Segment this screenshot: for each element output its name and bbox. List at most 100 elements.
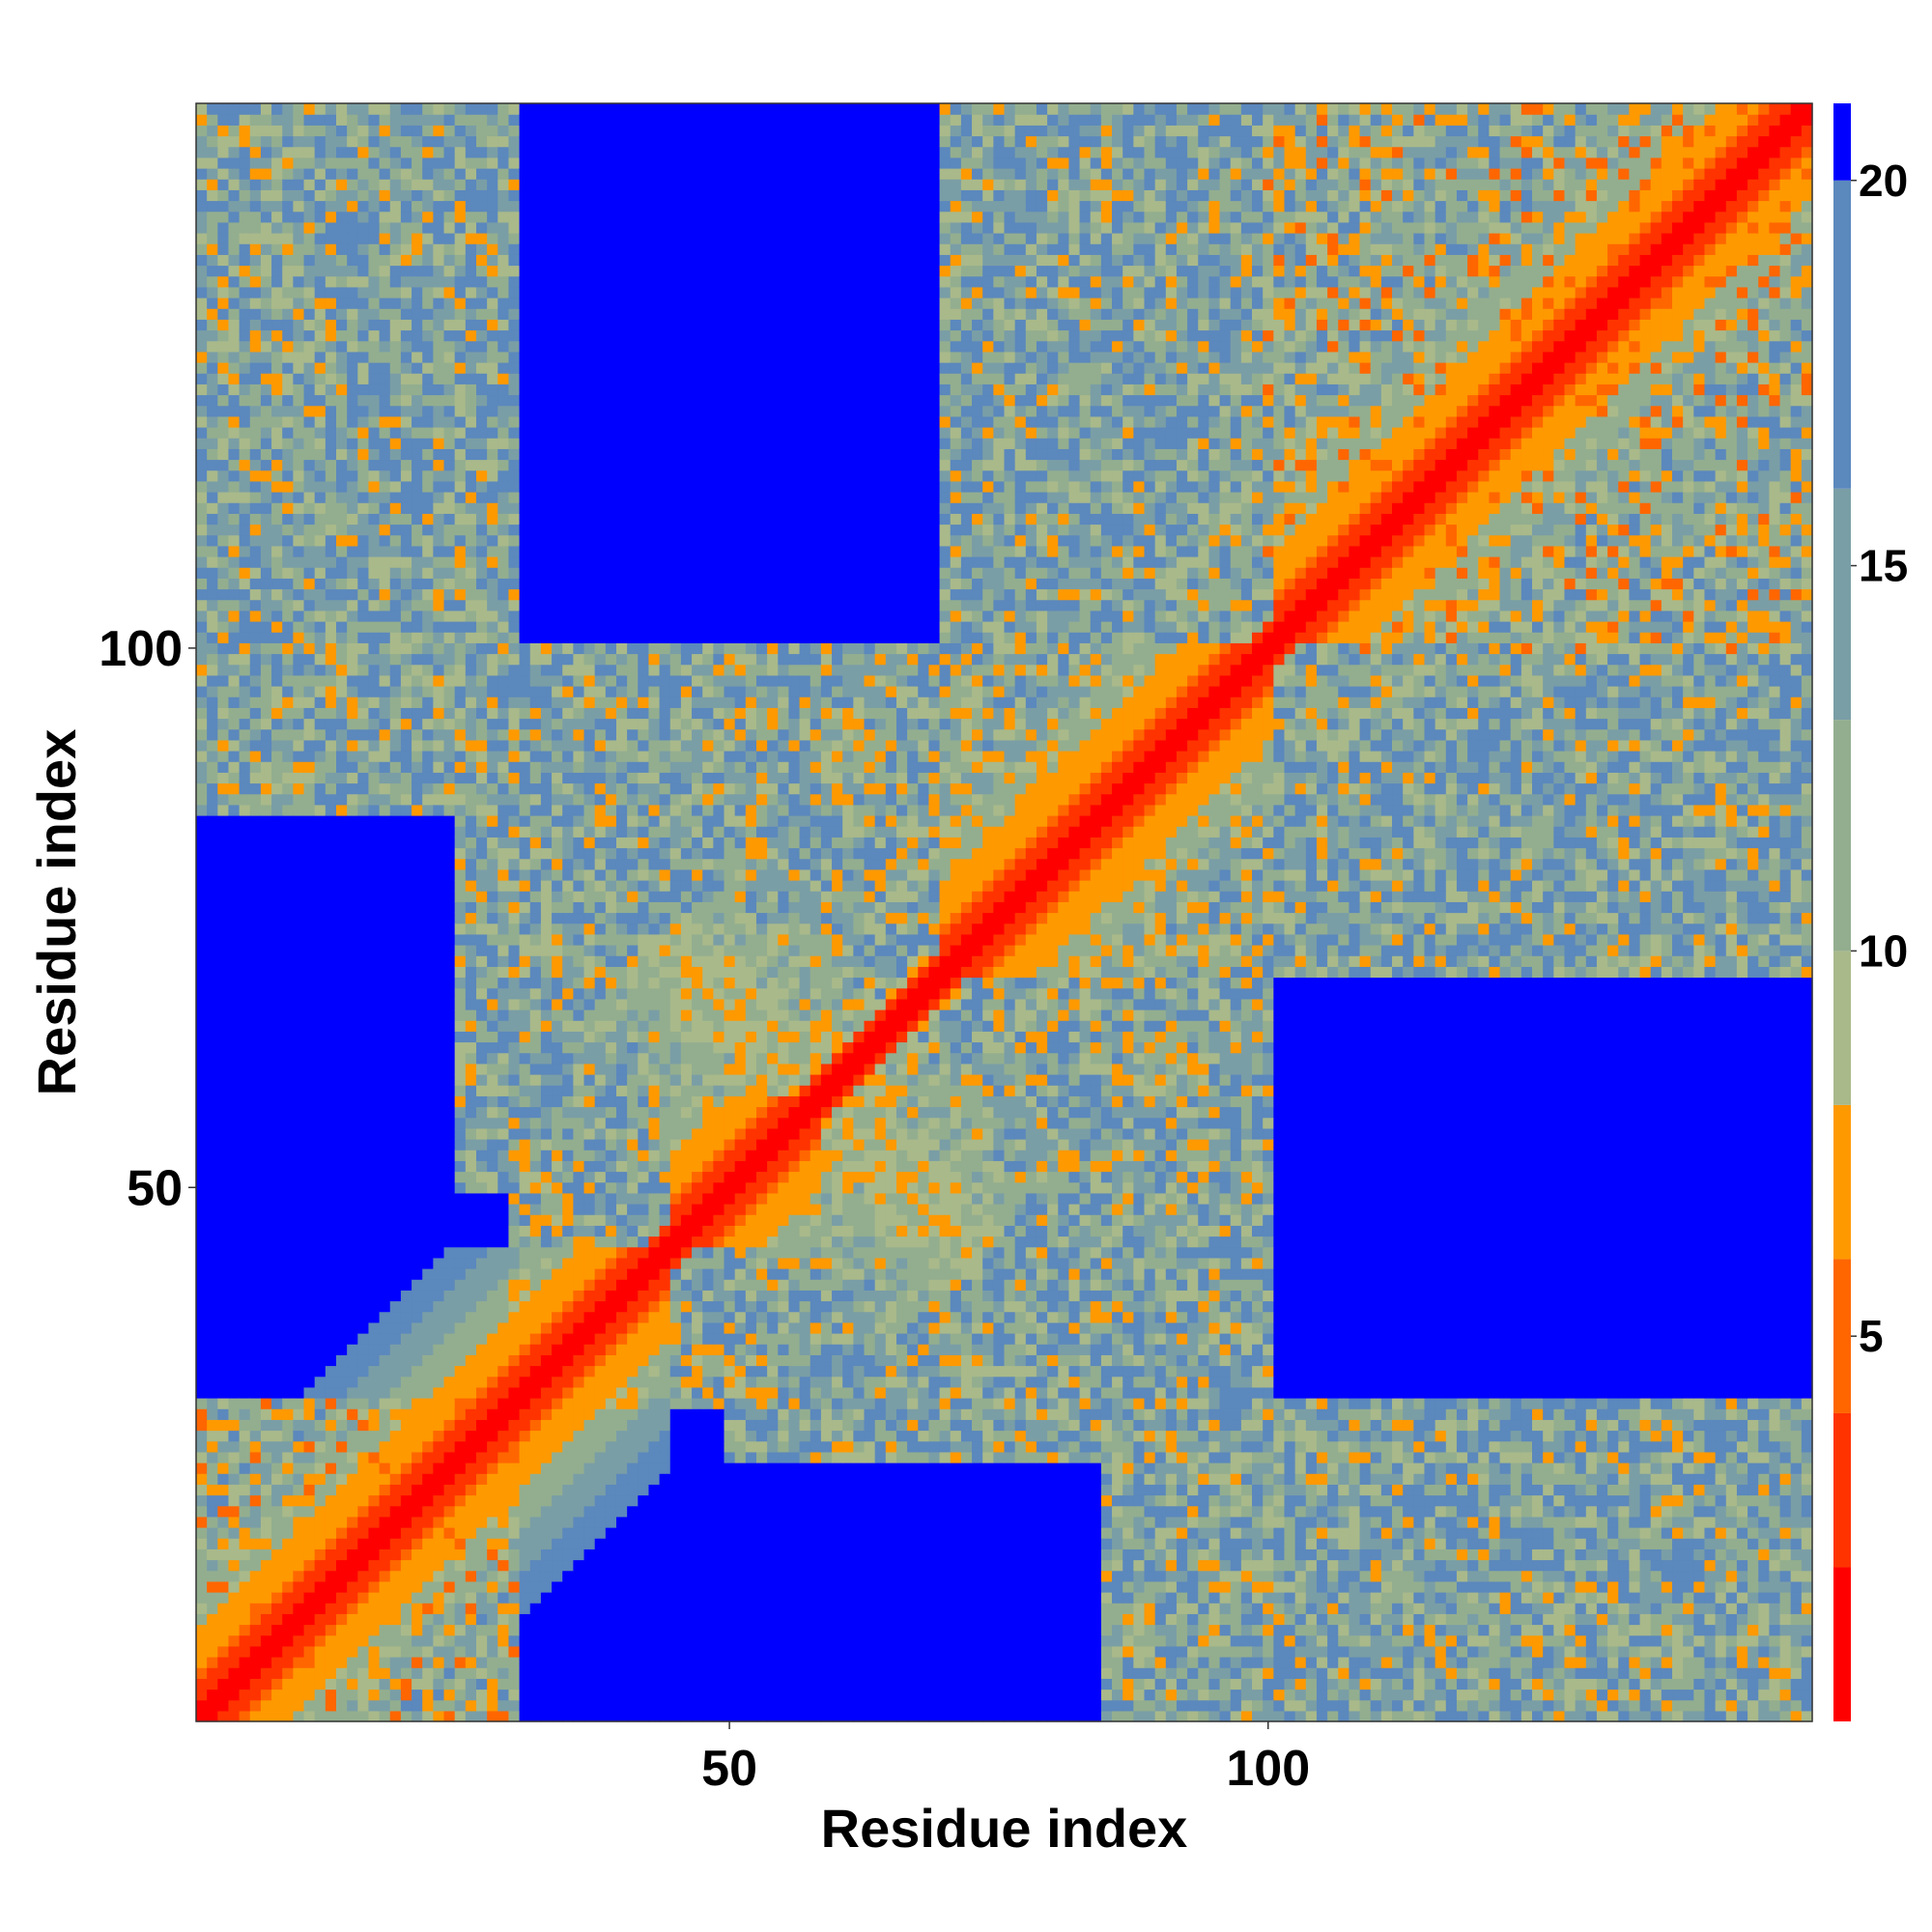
heatmap-cell [443, 1699, 456, 1712]
heatmap-cell [648, 1678, 661, 1690]
heatmap-cell [1058, 1559, 1070, 1572]
heatmap-cell [314, 1667, 327, 1679]
heatmap-cell [1499, 1603, 1512, 1614]
heatmap-cell [260, 135, 272, 148]
heatmap-cell [335, 1559, 348, 1572]
heatmap-cell [1769, 1613, 1781, 1626]
heatmap-cell [335, 427, 348, 439]
heatmap-cell [196, 179, 208, 190]
heatmap-cell [325, 243, 337, 255]
heatmap-cell [1100, 1624, 1113, 1636]
heatmap-cell [422, 1570, 434, 1582]
heatmap-cell [1747, 1592, 1759, 1604]
heatmap-cell [314, 642, 327, 655]
heatmap-cell [357, 211, 370, 223]
heatmap-cell [347, 1494, 358, 1507]
heatmap-cell [1543, 1645, 1554, 1658]
heatmap-cell [1230, 1548, 1242, 1561]
heatmap-cell [217, 275, 230, 288]
heatmap-cell [239, 1171, 251, 1183]
heatmap-cell [217, 891, 230, 902]
heatmap-cell [1014, 1689, 1027, 1701]
heatmap-cell [249, 1624, 262, 1636]
heatmap-cell [271, 1311, 283, 1323]
heatmap-cell [1801, 1657, 1813, 1668]
heatmap-cell [228, 513, 241, 526]
heatmap-cell [249, 761, 262, 773]
heatmap-cell [207, 847, 218, 860]
heatmap-cell [1058, 1645, 1070, 1658]
heatmap-cell [422, 1624, 434, 1636]
heatmap-cell [1176, 1527, 1188, 1539]
heatmap-cell [239, 125, 251, 137]
heatmap-cell [755, 1689, 768, 1701]
heatmap-cell [314, 1181, 327, 1194]
heatmap-cell [335, 1603, 348, 1614]
heatmap-cell [271, 912, 283, 924]
heatmap-cell [239, 578, 251, 590]
heatmap-cell [314, 1290, 327, 1302]
heatmap-cell [692, 1624, 703, 1636]
heatmap-cell [271, 308, 283, 320]
heatmap-cell [228, 1505, 241, 1518]
heatmap-cell [1413, 1538, 1426, 1549]
heatmap-cell [1650, 1570, 1662, 1582]
heatmap-cell [325, 221, 337, 234]
heatmap-cell [1650, 1634, 1662, 1647]
heatmap-cell [788, 1624, 801, 1636]
heatmap-cell [1014, 1538, 1027, 1549]
heatmap-cell [347, 103, 358, 115]
heatmap-cell [1683, 1699, 1694, 1712]
heatmap-cell [335, 556, 348, 568]
heatmap-cell [400, 1634, 412, 1647]
heatmap-cell [1747, 1613, 1759, 1626]
heatmap-cell [379, 1419, 391, 1432]
heatmap-cell [271, 1505, 283, 1518]
heatmap-cell [680, 1559, 693, 1572]
heatmap-cell [357, 1386, 370, 1399]
heatmap-cell [1230, 1538, 1242, 1549]
heatmap-cell [1801, 1624, 1813, 1636]
heatmap-cell [497, 1699, 510, 1712]
heatmap-cell [293, 868, 305, 881]
heatmap-cell [1456, 1624, 1468, 1636]
heatmap-cell [1338, 1699, 1350, 1712]
heatmap-cell [347, 1527, 358, 1539]
heatmap-cell [1133, 1645, 1146, 1658]
heatmap-cell [217, 1020, 230, 1032]
heatmap-cell [282, 686, 294, 697]
heatmap-cell [1284, 1548, 1296, 1561]
heatmap-cell [1380, 1592, 1393, 1604]
heatmap-cell [271, 1463, 283, 1474]
heatmap-cell [1058, 1548, 1070, 1561]
heatmap-cell [1370, 1592, 1382, 1604]
heatmap-cell [540, 1699, 553, 1712]
heatmap-cell [389, 1710, 402, 1722]
heatmap-cell [347, 179, 358, 190]
heatmap-cell [1413, 1678, 1426, 1690]
heatmap-cell [1790, 1634, 1803, 1647]
heatmap-cell [325, 1041, 337, 1054]
heatmap-cell [1338, 1645, 1350, 1658]
heatmap-cell [271, 901, 283, 914]
heatmap-cell [368, 438, 381, 449]
heatmap-cell [734, 1613, 747, 1626]
heatmap-cell [325, 1333, 337, 1345]
heatmap-cell [465, 1645, 477, 1658]
heatmap-cell [357, 1020, 370, 1032]
heatmap-cell [659, 1710, 671, 1722]
heatmap-cell [1305, 1527, 1318, 1539]
heatmap-cell [325, 599, 337, 611]
heatmap-cell [1532, 1645, 1544, 1658]
heatmap-cell [228, 945, 241, 956]
heatmap-cell [1025, 1538, 1037, 1549]
heatmap-cell [357, 448, 370, 461]
heatmap-cell [1715, 1689, 1727, 1701]
heatmap-cell [335, 362, 348, 374]
heatmap-cell [196, 448, 208, 461]
heatmap-cell [1370, 1645, 1382, 1658]
heatmap-cell [1693, 1689, 1706, 1701]
heatmap-cell [1338, 1657, 1350, 1668]
heatmap-cell [638, 1699, 650, 1712]
heatmap-cell [1769, 1645, 1781, 1658]
